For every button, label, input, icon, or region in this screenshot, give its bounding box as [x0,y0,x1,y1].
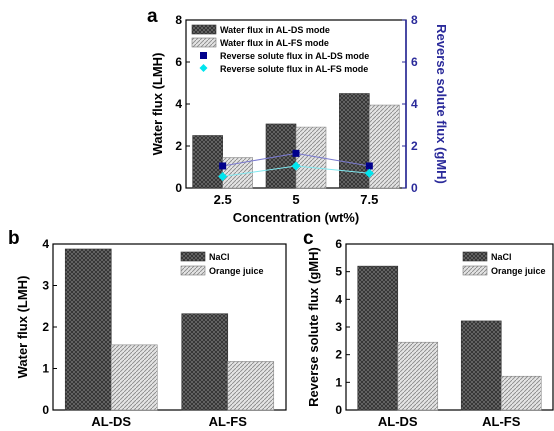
ytick-label-c-4: 4 [335,292,342,306]
panel-c-ylabel: Reverse solute flux (gMH) [306,247,321,407]
bar-a-s1-c2 [369,104,400,189]
panel-c-legend: NaCl Orange juice [462,251,546,276]
bar-c-s1-c1 [500,375,542,411]
xtick-label-c-0: AL-DS [378,414,418,429]
ytick-label-c-5: 5 [335,265,342,279]
bar-a-s0-c0 [192,135,223,189]
panel-b-legend: NaCl Orange juice [180,251,264,276]
y2tick-label-2: 4 [411,97,418,111]
point-ds-2 [365,162,373,170]
legend-swatch-nacl-b [180,251,206,262]
xtick-label-c-1: AL-FS [482,414,521,429]
xtick-label-b-0: AL-DS [91,414,131,429]
panel-b-ylabel: Water flux (LMH) [15,276,30,379]
bar-c-s0-c0 [357,265,399,411]
xtick-label-a-2: 7.5 [360,192,378,207]
ytick-label-a-4: 8 [175,13,182,27]
xtick-label-b-1: AL-FS [209,414,248,429]
ytick-label-b-0: 0 [42,403,49,417]
ytick-label-b-1: 1 [42,362,49,376]
legend-label-fs-bar: Water flux in AL-FS mode [220,38,329,48]
point-ds-1 [292,149,300,157]
panel-b: 0 1 2 3 4 AL-DS AL-FS Water flux (LMH) NaCl O… [15,237,287,429]
legend-swatch-nacl-c [462,251,488,262]
point-ds-0 [219,162,227,170]
legend-swatch-ds-bar [191,24,217,35]
legend-label-nacl-c: NaCl [491,252,512,262]
panel-c: 0 1 2 3 4 5 6 AL-DS AL-FS Reverse solute flux (… [306,237,554,429]
y2tick-label-4: 8 [411,13,418,27]
ytick-label-a-2: 4 [175,97,182,111]
legend-swatch-oj-c [462,265,488,276]
ytick-label-c-3: 3 [335,320,342,334]
bar-b-s0-c1 [181,313,229,411]
point-fs-0 [218,171,228,181]
ytick-label-a-1: 2 [175,139,182,153]
panel-a-xlabel: Concentration (wt%) [233,210,359,225]
bar-c-s0-c1 [460,320,502,411]
y2tick-label-1: 2 [411,139,418,153]
legend-label-oj-c: Orange juice [491,266,546,276]
y2tick-label-3: 6 [411,55,418,69]
legend-swatch-fs-bar [191,37,217,48]
panel-letter-b: b [8,228,20,249]
legend-label-fs-line: Reverse solute flux in AL-FS mode [220,64,368,74]
bar-b-s0-c0 [64,248,112,411]
ytick-label-a-3: 6 [175,55,182,69]
point-fs-1 [291,161,301,171]
panel-letter-c: c [303,228,314,249]
panel-a-ylabel: Water flux (LMH) [150,53,165,156]
ytick-label-c-0: 0 [335,403,342,417]
xtick-label-a-0: 2.5 [214,192,232,207]
ytick-label-c-2: 2 [335,348,342,362]
ytick-label-b-4: 4 [42,237,49,251]
bar-b-s1-c0 [110,344,158,411]
y2tick-label-0: 0 [411,181,418,195]
ytick-label-b-2: 2 [42,320,49,334]
legend-label-ds-bar: Water flux in AL-DS mode [220,25,330,35]
legend-marker-fs-line [199,64,208,72]
legend-label-oj-b: Orange juice [209,266,264,276]
panel-a-legend: Water flux in AL-DS mode Water flux in A… [191,24,369,74]
bar-c-s1-c0 [397,341,439,411]
ytick-label-b-3: 3 [42,279,49,293]
legend-label-ds-line: Reverse solute flux in AL-DS mode [220,51,369,61]
ytick-label-a-0: 0 [175,181,182,195]
bar-a-s0-c2 [339,93,370,189]
xtick-label-a-1: 5 [292,192,299,207]
panel-a-y2label: Reverse solute flux (gMH) [434,24,449,184]
ytick-label-c-1: 1 [335,375,342,389]
point-fs-2 [364,168,374,178]
legend-marker-ds-line [200,52,207,59]
legend-label-nacl-b: NaCl [209,252,230,262]
bar-b-s1-c1 [227,361,275,411]
panel-letter-a: a [147,6,158,27]
ytick-label-c-6: 6 [335,237,342,251]
legend-swatch-oj-b [180,265,206,276]
